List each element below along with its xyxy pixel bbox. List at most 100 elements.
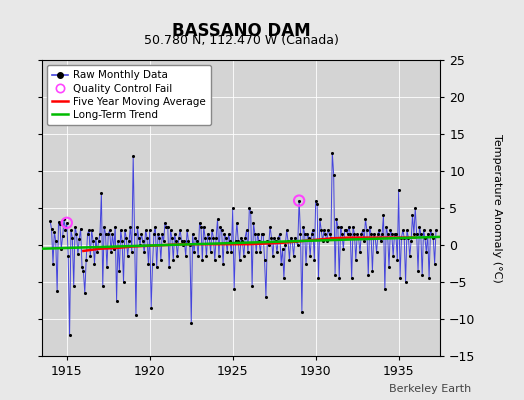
Point xyxy=(62,220,71,226)
Point xyxy=(212,234,220,241)
Point xyxy=(390,231,399,237)
Point xyxy=(373,249,381,256)
Point xyxy=(176,227,184,233)
Point xyxy=(369,231,378,237)
Point xyxy=(66,332,74,338)
Point xyxy=(53,288,61,294)
Point xyxy=(155,234,163,241)
Point xyxy=(135,234,143,241)
Point xyxy=(288,238,297,244)
Point xyxy=(397,234,406,241)
Point xyxy=(201,234,209,241)
Point xyxy=(330,172,338,178)
Point xyxy=(308,231,316,237)
Point xyxy=(280,275,288,282)
Point xyxy=(263,238,271,244)
Point xyxy=(60,216,68,222)
Point xyxy=(378,231,386,237)
Point xyxy=(179,242,187,248)
Point xyxy=(243,227,251,233)
Point xyxy=(310,257,319,263)
Point xyxy=(274,234,282,241)
Point xyxy=(168,234,176,241)
Point xyxy=(401,279,410,285)
Point xyxy=(79,268,88,274)
Point xyxy=(282,227,291,233)
Point xyxy=(235,257,244,263)
Point xyxy=(270,234,278,241)
Point xyxy=(129,153,137,159)
Point xyxy=(418,271,427,278)
Point xyxy=(281,242,289,248)
Point xyxy=(350,231,358,237)
Point xyxy=(380,286,389,293)
Point xyxy=(103,264,111,270)
Point xyxy=(269,253,277,259)
Point xyxy=(157,257,165,263)
Point xyxy=(379,212,388,218)
Point xyxy=(143,234,151,241)
Point xyxy=(400,234,408,241)
Point xyxy=(88,227,96,233)
Point xyxy=(248,282,256,289)
Point xyxy=(377,238,385,244)
Point xyxy=(152,264,161,270)
Point xyxy=(217,227,226,233)
Point xyxy=(357,231,366,237)
Point xyxy=(213,216,222,222)
Point xyxy=(89,238,97,244)
Point xyxy=(389,253,397,259)
Point xyxy=(404,234,412,241)
Y-axis label: Temperature Anomaly (°C): Temperature Anomaly (°C) xyxy=(492,134,502,282)
Point xyxy=(161,220,169,226)
Point xyxy=(136,242,144,248)
Point xyxy=(246,208,255,215)
Point xyxy=(141,227,150,233)
Point xyxy=(254,231,262,237)
Point xyxy=(287,234,295,241)
Point xyxy=(209,234,217,241)
Point xyxy=(384,231,392,237)
Point xyxy=(321,231,330,237)
Point xyxy=(159,238,168,244)
Point xyxy=(430,260,439,267)
Point xyxy=(174,234,183,241)
Point xyxy=(414,268,422,274)
Point xyxy=(238,238,247,244)
Point xyxy=(385,264,393,270)
Point xyxy=(386,227,395,233)
Point xyxy=(224,231,233,237)
Point xyxy=(74,251,82,257)
Point xyxy=(150,231,158,237)
Point xyxy=(249,220,258,226)
Point xyxy=(114,238,122,244)
Point xyxy=(185,242,194,248)
Point xyxy=(172,238,180,244)
Point xyxy=(393,257,401,263)
Point xyxy=(82,257,90,263)
Point xyxy=(47,226,56,233)
Point xyxy=(324,227,332,233)
Point xyxy=(119,279,128,285)
Point xyxy=(406,253,414,259)
Point xyxy=(245,205,254,211)
Point xyxy=(75,236,83,242)
Point xyxy=(198,257,206,263)
Point xyxy=(194,253,202,259)
Point xyxy=(128,249,136,256)
Point xyxy=(97,190,105,196)
Point xyxy=(259,231,267,237)
Point xyxy=(110,246,118,252)
Point xyxy=(303,231,312,237)
Point xyxy=(151,223,159,230)
Point xyxy=(59,233,67,239)
Point xyxy=(62,220,71,226)
Point xyxy=(278,246,287,252)
Point xyxy=(284,238,292,244)
Point xyxy=(338,231,346,237)
Point xyxy=(147,305,155,311)
Point xyxy=(132,312,140,318)
Point xyxy=(228,205,237,211)
Point xyxy=(231,238,239,244)
Point xyxy=(425,275,433,282)
